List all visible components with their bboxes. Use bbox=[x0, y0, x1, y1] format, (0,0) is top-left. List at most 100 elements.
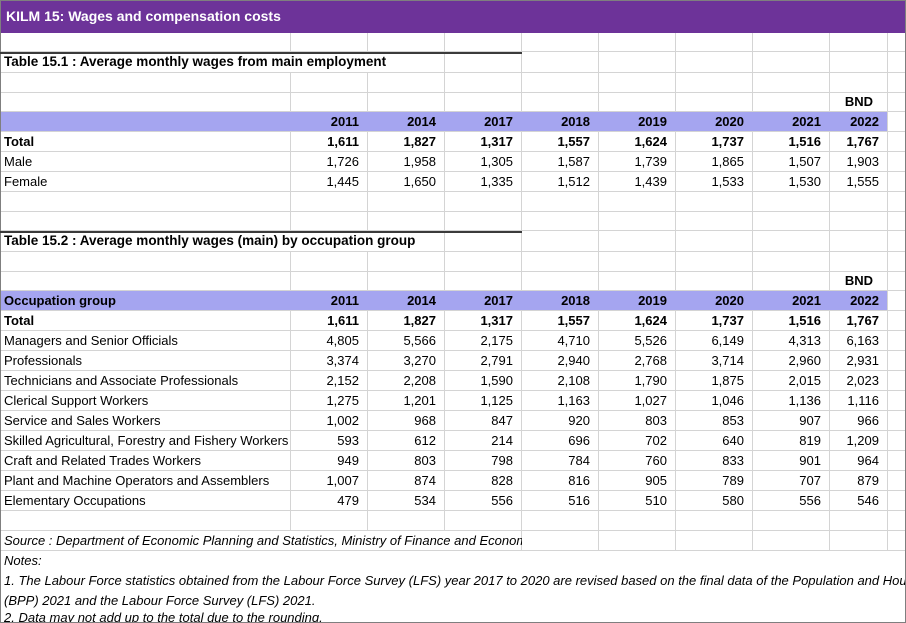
cell: 556 bbox=[799, 493, 821, 508]
cell: 1,275 bbox=[326, 393, 359, 408]
cell: 1,027 bbox=[634, 393, 667, 408]
year-header: 2014 bbox=[407, 114, 436, 129]
cell: 907 bbox=[799, 413, 821, 428]
year-header: 2020 bbox=[715, 114, 744, 129]
table-row: Craft and Related Trades Workers 949 803… bbox=[0, 451, 906, 471]
cell: 1,624 bbox=[634, 313, 667, 328]
cell: 1,557 bbox=[557, 313, 590, 328]
year-header: 2022 bbox=[850, 114, 879, 129]
cell: 920 bbox=[568, 413, 590, 428]
row-label: Service and Sales Workers bbox=[4, 413, 161, 428]
cell: 479 bbox=[337, 493, 359, 508]
table-row-total: Total 1,611 1,827 1,317 1,557 1,624 1,73… bbox=[0, 311, 906, 331]
cell: 1,726 bbox=[326, 154, 359, 169]
cell: 1,533 bbox=[711, 174, 744, 189]
row-label: Technicians and Associate Professionals bbox=[4, 373, 239, 388]
cell: 1,767 bbox=[846, 313, 879, 328]
year-header: 2017 bbox=[484, 114, 513, 129]
cell: 5,566 bbox=[403, 333, 436, 348]
year-header: 2019 bbox=[638, 114, 667, 129]
row-label: Total bbox=[4, 313, 35, 328]
cell: 1,116 bbox=[847, 393, 879, 408]
cell: 798 bbox=[491, 453, 513, 468]
cell: 534 bbox=[414, 493, 436, 508]
source-row: Source : Department of Economic Planning… bbox=[0, 531, 906, 551]
cell: 2,015 bbox=[788, 373, 821, 388]
cell: 803 bbox=[645, 413, 667, 428]
cell: 1,737 bbox=[711, 313, 744, 328]
cell: 1,163 bbox=[557, 393, 590, 408]
cell: 1,305 bbox=[480, 154, 513, 169]
note-2: 2. Data may not add up to the total due … bbox=[4, 611, 323, 623]
cell: 819 bbox=[799, 433, 821, 448]
cell: 4,313 bbox=[788, 333, 821, 348]
cell: 1,737 bbox=[711, 134, 744, 149]
spacer-row bbox=[0, 73, 906, 93]
cell: 1,611 bbox=[327, 134, 359, 149]
cell: 2,768 bbox=[634, 353, 667, 368]
cell: 6,163 bbox=[846, 333, 879, 348]
cell: 964 bbox=[857, 453, 879, 468]
report-title-bar: KILM 15: Wages and compensation costs bbox=[0, 0, 906, 33]
table2-header-row: Occupation group 2011 2014 2017 2018 201… bbox=[0, 291, 906, 311]
cell: 1,317 bbox=[480, 134, 513, 149]
row-label: Managers and Senior Officials bbox=[4, 333, 178, 348]
cell: 1,903 bbox=[846, 154, 879, 169]
year-header: 2022 bbox=[850, 293, 879, 308]
cell: 1,530 bbox=[788, 174, 821, 189]
cell: 966 bbox=[857, 413, 879, 428]
note-row: (BPP) 2021 and the Labour Force Survey (… bbox=[0, 591, 906, 611]
table-row: Skilled Agricultural, Forestry and Fishe… bbox=[0, 431, 906, 451]
cell: 1,865 bbox=[711, 154, 744, 169]
cell: 2,023 bbox=[846, 373, 879, 388]
cell: 1,767 bbox=[846, 134, 879, 149]
table-row: Managers and Senior Officials 4,805 5,56… bbox=[0, 331, 906, 351]
cell: 816 bbox=[568, 473, 590, 488]
table-row: Plant and Machine Operators and Assemble… bbox=[0, 471, 906, 491]
cell: 2,960 bbox=[788, 353, 821, 368]
cell: 593 bbox=[337, 433, 359, 448]
cell: 1,958 bbox=[403, 154, 436, 169]
cell: 2,108 bbox=[557, 373, 590, 388]
cell: 1,557 bbox=[557, 134, 590, 149]
cell: 2,175 bbox=[480, 333, 513, 348]
cell: 1,125 bbox=[480, 393, 513, 408]
table1-currency-row: BND bbox=[0, 93, 906, 112]
cell: 879 bbox=[857, 473, 879, 488]
row-label: Total bbox=[4, 134, 35, 149]
note-1-line-1: 1. The Labour Force statistics obtained … bbox=[4, 573, 906, 588]
currency-label: BND bbox=[844, 273, 874, 288]
report-title: KILM 15: Wages and compensation costs bbox=[6, 8, 281, 24]
cell: 4,710 bbox=[557, 333, 590, 348]
cell: 1,555 bbox=[846, 174, 879, 189]
year-header: 2021 bbox=[792, 114, 821, 129]
cell: 1,335 bbox=[480, 174, 513, 189]
cell: 546 bbox=[857, 493, 879, 508]
empty-cell bbox=[0, 112, 291, 131]
cell: 1,516 bbox=[788, 313, 821, 328]
year-header: 2018 bbox=[561, 114, 590, 129]
cell: 760 bbox=[645, 453, 667, 468]
cell: 847 bbox=[491, 413, 513, 428]
row-label: Elementary Occupations bbox=[4, 493, 146, 508]
table-row: Professionals 3,374 3,270 2,791 2,940 2,… bbox=[0, 351, 906, 371]
cell: 1,136 bbox=[788, 393, 821, 408]
row-label: Clerical Support Workers bbox=[4, 393, 149, 408]
table2-title: Table 15.2 : Average monthly wages (main… bbox=[4, 233, 416, 248]
row-label: Craft and Related Trades Workers bbox=[4, 453, 202, 468]
table-row: Elementary Occupations 479 534 556 516 5… bbox=[0, 491, 906, 511]
cell: 1,587 bbox=[557, 154, 590, 169]
table-row-total: Total 1,611 1,827 1,317 1,557 1,624 1,73… bbox=[0, 132, 906, 152]
table2-title-row: Table 15.2 : Average monthly wages (main… bbox=[0, 231, 906, 252]
cell: 1,624 bbox=[634, 134, 667, 149]
cell: 3,270 bbox=[403, 353, 436, 368]
cell: 1,790 bbox=[634, 373, 667, 388]
note-row: 1. The Labour Force statistics obtained … bbox=[0, 571, 906, 591]
cell: 784 bbox=[568, 453, 590, 468]
year-header: 2020 bbox=[715, 293, 744, 308]
cell: 3,714 bbox=[711, 353, 744, 368]
cell: 1,739 bbox=[634, 154, 667, 169]
year-header: 2011 bbox=[330, 114, 359, 129]
table-row: Clerical Support Workers 1,275 1,201 1,1… bbox=[0, 391, 906, 411]
table1-title-top-border bbox=[0, 52, 522, 54]
